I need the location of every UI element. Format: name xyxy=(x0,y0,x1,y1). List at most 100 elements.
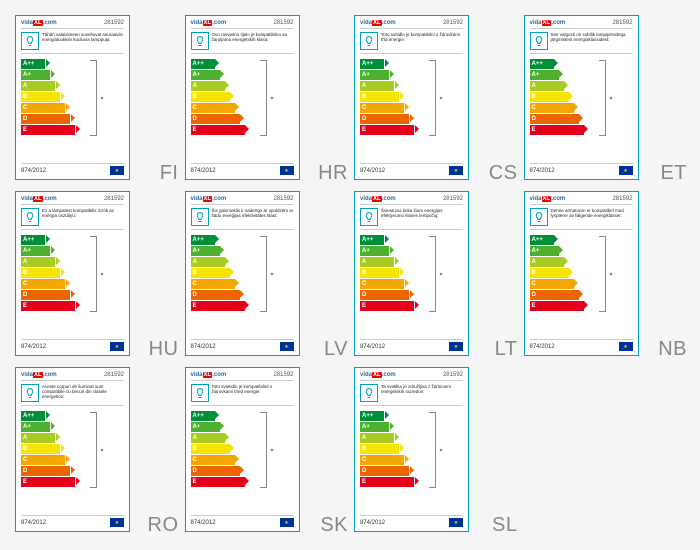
ratings-chart: A++A+ABCDE xyxy=(191,230,294,339)
rating-arrow-Aplusplus: A++ xyxy=(191,411,253,421)
energy-label-card: vidaXL.com 281592 Tähän valaisimeen sove… xyxy=(15,15,130,180)
rating-arrow-D: D xyxy=(191,114,253,124)
rating-arrow-Aplus: A+ xyxy=(530,70,592,80)
rating-arrow-Aplus: A+ xyxy=(21,70,83,80)
ratings-chart: A++A+ABCDE xyxy=(191,54,294,163)
rating-arrow-Aplus: A+ xyxy=(191,246,253,256)
product-code: 281592 xyxy=(273,196,293,202)
product-code: 281592 xyxy=(104,20,124,26)
bulb-icon xyxy=(21,32,39,50)
rating-arrow-Aplusplus: A++ xyxy=(360,411,422,421)
ratings-chart: A++A+ABCDE xyxy=(21,230,124,339)
rating-arrow-C: C xyxy=(21,103,83,113)
brand-logo: vidaXL.com xyxy=(360,20,396,26)
rating-arrow-Aplus: A+ xyxy=(530,246,592,256)
rating-arrow-Aplus: A+ xyxy=(21,422,83,432)
description-text: Ez a lámpatest kompatibilis izzók az ene… xyxy=(42,208,124,226)
rating-arrow-E: E xyxy=(360,125,422,135)
regulation-code: 874/2012 xyxy=(360,168,385,174)
language-code: CS xyxy=(489,162,518,185)
rating-arrow-Aplus: A+ xyxy=(191,422,253,432)
ratings-chart: A++A+ABCDE xyxy=(21,406,124,515)
rating-arrow-A: A xyxy=(191,257,253,267)
eu-flag-icon: ★ xyxy=(110,518,124,527)
energy-label-card: vidaXL.com 281592 Toto svietidlo je komp… xyxy=(185,367,300,532)
language-code: HR xyxy=(318,162,348,185)
product-code: 281592 xyxy=(443,372,463,378)
footer-row: 874/2012 ★ xyxy=(530,339,633,351)
footer-row: 874/2012 ★ xyxy=(360,339,463,351)
label-cell: vidaXL.com 281592 Denne armaturen er kom… xyxy=(524,191,686,359)
description-text: Šis gaismeklis ir saderīgs ar spuldzēm a… xyxy=(212,208,294,226)
description-row: Ta svetilka je združljiva z žarnicami en… xyxy=(360,381,463,406)
energy-label-card: vidaXL.com 281592 Šis gaismeklis ir sade… xyxy=(185,191,300,356)
rating-arrow-D: D xyxy=(360,290,422,300)
description-row: Toto svítidlo je kompatibilní s žárovkam… xyxy=(360,29,463,54)
rating-arrow-C: C xyxy=(191,279,253,289)
language-code: ET xyxy=(660,162,687,185)
product-code: 281592 xyxy=(273,372,293,378)
ratings-chart: A++A+ABCDE xyxy=(21,54,124,163)
brand-logo: vidaXL.com xyxy=(530,196,566,202)
brand-logo: vidaXL.com xyxy=(191,372,227,378)
regulation-code: 874/2012 xyxy=(191,520,216,526)
product-code: 281592 xyxy=(104,372,124,378)
label-cell: vidaXL.com 281592 Aceste corpuri de ilum… xyxy=(15,367,177,535)
rating-arrow-C: C xyxy=(21,455,83,465)
rating-arrow-B: B xyxy=(360,444,422,454)
eu-flag-icon: ★ xyxy=(110,342,124,351)
rating-arrow-B: B xyxy=(21,444,83,454)
regulation-code: 874/2012 xyxy=(21,168,46,174)
rating-arrow-C: C xyxy=(191,455,253,465)
rating-arrow-A: A xyxy=(360,433,422,443)
rating-arrow-Aplus: A+ xyxy=(360,246,422,256)
eu-flag-icon: ★ xyxy=(449,166,463,175)
rating-arrow-B: B xyxy=(191,444,253,454)
range-bracket xyxy=(596,235,628,337)
brand-logo: vidaXL.com xyxy=(21,196,57,202)
rating-arrow-B: B xyxy=(21,92,83,102)
regulation-code: 874/2012 xyxy=(191,344,216,350)
brand-logo: vidaXL.com xyxy=(191,196,227,202)
rating-arrow-Aplusplus: A++ xyxy=(21,235,83,245)
brand-logo: vidaXL.com xyxy=(360,196,396,202)
rating-arrow-C: C xyxy=(530,103,592,113)
rating-arrow-Aplus: A+ xyxy=(360,70,422,80)
bulb-icon xyxy=(360,384,378,402)
description-row: Aceste corpuri de iluminat sunt compatib… xyxy=(21,381,124,406)
rating-arrow-A: A xyxy=(21,257,83,267)
brand-logo: vidaXL.com xyxy=(191,20,227,26)
product-code: 281592 xyxy=(443,196,463,202)
ratings-chart: A++A+ABCDE xyxy=(191,406,294,515)
product-code: 281592 xyxy=(612,20,632,26)
language-code: RO xyxy=(148,514,179,537)
eu-flag-icon: ★ xyxy=(280,342,294,351)
rating-arrow-B: B xyxy=(360,92,422,102)
brand-logo: vidaXL.com xyxy=(360,372,396,378)
description-text: Šviestuvui tinka šiom energijos efektyvu… xyxy=(381,208,463,226)
description-text: Tähän valaisimeen soveltuvat seuraaviin … xyxy=(42,32,124,50)
energy-label-card: vidaXL.com 281592 Toto svítidlo je kompa… xyxy=(354,15,469,180)
rating-arrow-B: B xyxy=(191,268,253,278)
label-cell: vidaXL.com 281592 Ta svetilka je združlj… xyxy=(354,367,516,535)
rating-arrow-A: A xyxy=(530,257,592,267)
rating-arrow-D: D xyxy=(530,290,592,300)
rating-arrow-A: A xyxy=(191,433,253,443)
energy-label-card: vidaXL.com 281592 Ta svetilka je združlj… xyxy=(354,367,469,532)
bulb-icon xyxy=(360,32,378,50)
product-code: 281592 xyxy=(612,196,632,202)
brand-logo: vidaXL.com xyxy=(21,372,57,378)
label-cell: vidaXL.com 281592 Ez a lámpatest kompati… xyxy=(15,191,177,359)
ratings-chart: A++A+ABCDE xyxy=(360,406,463,515)
rating-arrow-D: D xyxy=(530,114,592,124)
regulation-code: 874/2012 xyxy=(191,168,216,174)
rating-arrow-Aplusplus: A++ xyxy=(191,235,253,245)
eu-flag-icon: ★ xyxy=(449,342,463,351)
rating-arrow-A: A xyxy=(360,257,422,267)
description-row: Šviestuvui tinka šiom energijos efektyvu… xyxy=(360,205,463,230)
rating-arrow-B: B xyxy=(21,268,83,278)
description-row: Denne armaturen er kompatibel med lyspær… xyxy=(530,205,633,230)
rating-arrow-Aplusplus: A++ xyxy=(530,235,592,245)
range-bracket xyxy=(426,411,458,513)
language-code: NB xyxy=(658,338,687,361)
